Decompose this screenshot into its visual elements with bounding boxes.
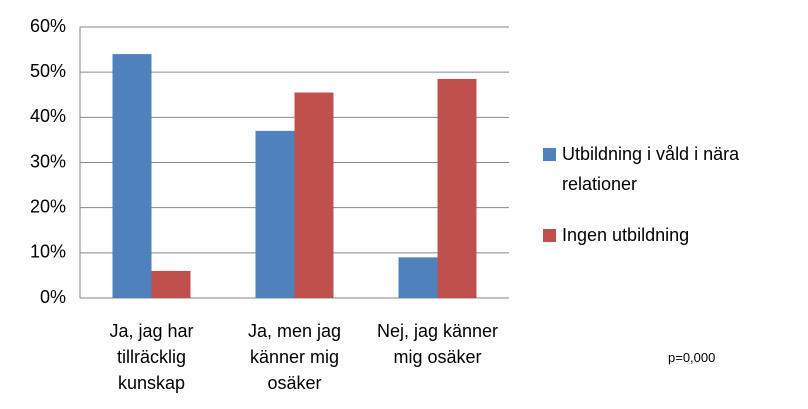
bar — [398, 257, 438, 298]
y-tick-label: 20% — [30, 196, 66, 216]
bar — [294, 92, 334, 298]
x-tick-label: Ja, jag har tillräcklig kunskap — [109, 321, 194, 393]
y-tick-label: 30% — [30, 151, 66, 171]
y-tick-label: 0% — [40, 287, 66, 307]
legend-label: Ingen utbildning — [562, 225, 690, 245]
annotation: p=0,000 — [668, 350, 716, 365]
x-tick-label: Ja, men jag känner mig osäker — [247, 321, 342, 393]
legend-swatch — [543, 148, 556, 161]
y-tick-label: 50% — [30, 61, 66, 81]
legend-swatch — [543, 229, 556, 242]
bar — [151, 270, 191, 298]
y-tick-label: 60% — [30, 16, 66, 36]
bar — [112, 54, 152, 298]
bar — [255, 130, 295, 298]
x-tick-label: Nej, jag känner mig osäker — [376, 321, 499, 367]
y-tick-label: 40% — [30, 106, 66, 126]
y-tick-label: 10% — [30, 242, 66, 262]
legend-label: Utbildning i våld i nära relationer — [562, 144, 740, 194]
bar — [437, 78, 477, 298]
